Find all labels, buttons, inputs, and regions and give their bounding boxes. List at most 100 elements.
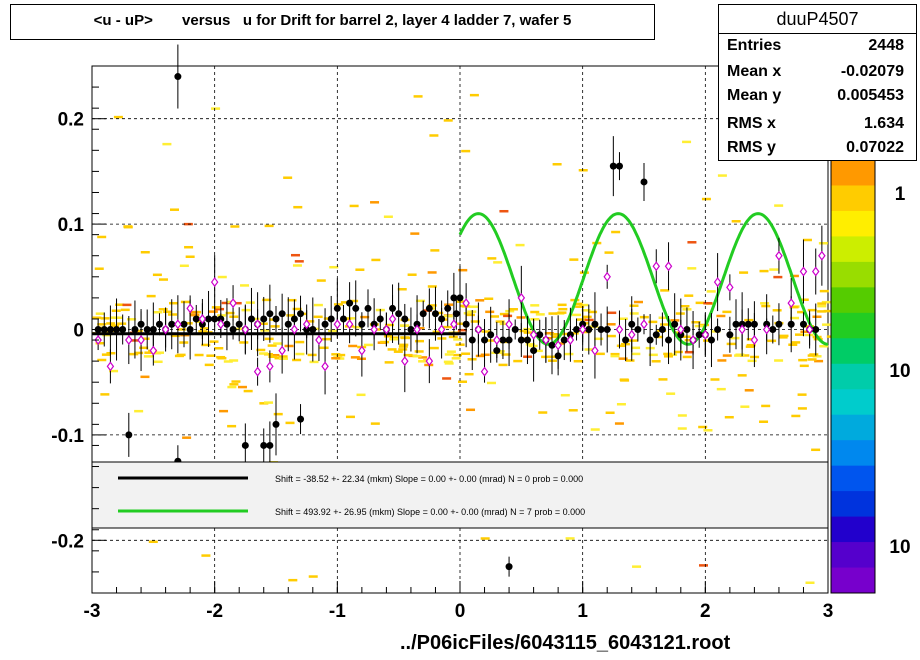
density-cell <box>180 300 190 304</box>
density-cell <box>486 381 496 385</box>
data-point <box>738 324 746 335</box>
density-cell <box>122 303 132 307</box>
density-cell <box>465 313 475 317</box>
density-cell <box>560 332 570 336</box>
data-point <box>566 335 575 346</box>
density-cell <box>383 335 393 338</box>
density-cell <box>348 344 358 348</box>
density-cell <box>270 353 280 357</box>
density-cell <box>629 312 639 315</box>
density-cell <box>807 308 817 312</box>
stats-row-rms-y: RMS y 0.07022 <box>727 139 904 161</box>
data-point <box>450 294 458 302</box>
data-point <box>321 320 329 328</box>
palette-cell <box>831 160 875 186</box>
density-cell <box>666 392 676 395</box>
density-cell <box>273 412 283 416</box>
density-cell <box>691 320 701 324</box>
density-cell <box>194 353 204 357</box>
palette-cell <box>831 414 875 441</box>
stats-value: 0.005453 <box>837 87 904 104</box>
density-cell <box>774 359 784 362</box>
density-cell <box>256 348 266 352</box>
density-cell <box>508 308 518 311</box>
density-cell <box>789 274 799 278</box>
data-point <box>247 315 255 323</box>
density-cell <box>724 415 734 419</box>
data-point <box>143 326 151 333</box>
density-cell <box>682 355 692 359</box>
density-cell <box>475 299 485 302</box>
density-cell <box>558 307 568 311</box>
density-cell <box>469 93 479 97</box>
density-cell <box>819 344 829 348</box>
density-cell <box>778 336 788 339</box>
palette-cell <box>831 389 875 416</box>
data-point <box>452 310 460 318</box>
data-point <box>168 320 176 328</box>
stats-value: 1.634 <box>863 115 904 132</box>
density-cell <box>631 346 641 350</box>
density-cell <box>731 220 741 223</box>
x-tick-label: 3 <box>823 601 834 622</box>
data-point <box>358 345 366 356</box>
density-cell <box>606 334 616 338</box>
palette-cell <box>831 338 875 365</box>
density-cell <box>399 343 409 347</box>
density-cell <box>703 339 713 342</box>
data-point <box>327 315 335 323</box>
density-cell <box>295 340 305 344</box>
density-cell <box>177 328 187 331</box>
density-cell <box>129 339 139 342</box>
density-cell <box>722 354 732 357</box>
data-point <box>652 331 660 339</box>
data-point <box>149 345 158 356</box>
density-cell <box>223 360 233 363</box>
density-cell <box>129 352 139 356</box>
density-cell <box>812 315 822 319</box>
data-point <box>713 277 722 288</box>
density-cell <box>551 335 561 339</box>
data-point <box>480 366 489 377</box>
data-point <box>161 324 170 335</box>
density-cell <box>682 140 692 144</box>
data-point <box>297 415 305 423</box>
density-cell <box>398 348 408 351</box>
data-point <box>260 315 268 323</box>
density-cell <box>370 422 380 425</box>
data-point <box>333 304 341 312</box>
data-point <box>634 326 642 333</box>
density-cell <box>353 325 363 329</box>
density-cell <box>760 302 770 305</box>
density-cell <box>176 353 186 357</box>
density-cell <box>740 354 750 357</box>
data-point <box>799 266 808 277</box>
density-cell <box>259 402 269 405</box>
density-cell <box>791 341 801 344</box>
density-cell <box>821 300 831 304</box>
density-cell <box>687 267 697 270</box>
data-point <box>726 331 734 339</box>
density-cell <box>673 350 683 354</box>
density-cell <box>475 354 485 358</box>
density-cell <box>658 316 668 319</box>
density-cell <box>127 318 137 321</box>
density-cell <box>169 301 179 305</box>
data-point <box>627 329 636 340</box>
density-cell <box>744 389 754 392</box>
series-open-diamond <box>94 225 826 395</box>
data-point <box>253 319 262 330</box>
legend-box <box>91 461 829 529</box>
density-cell <box>319 346 329 350</box>
density-cell <box>393 350 403 353</box>
y-tick-label: -0.2 <box>51 531 84 552</box>
density-cell <box>490 315 500 318</box>
density-cell <box>113 316 123 319</box>
density-cell <box>117 322 127 325</box>
density-cell <box>774 204 784 207</box>
data-point <box>407 326 415 333</box>
density-cell <box>231 380 241 383</box>
density-cell <box>480 353 490 357</box>
data-point <box>499 336 507 344</box>
density-cell <box>791 414 801 418</box>
